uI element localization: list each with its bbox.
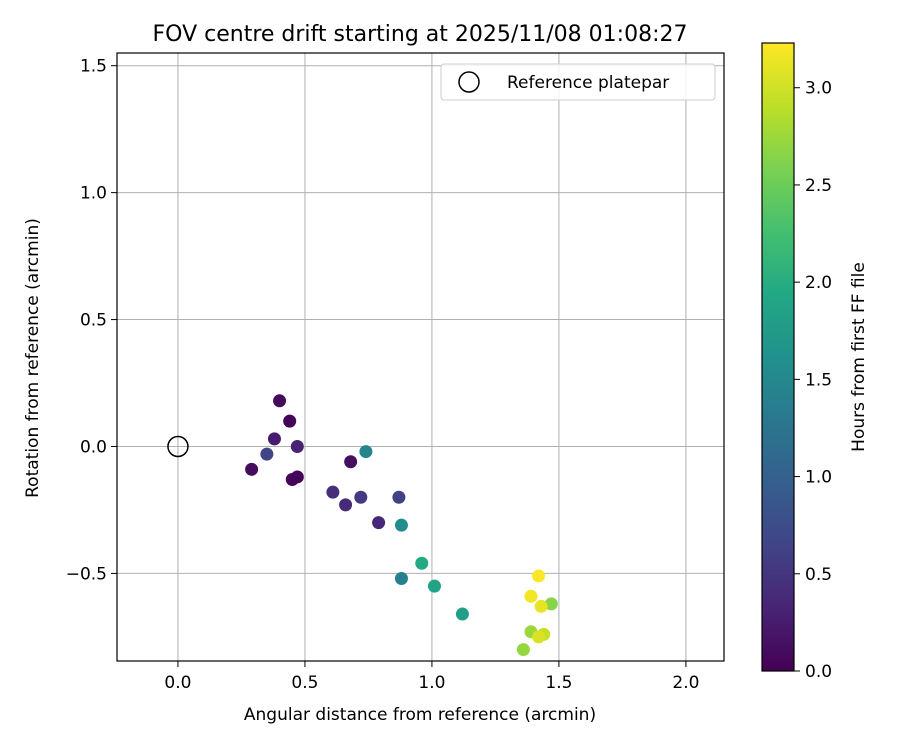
- colorbar-ticks: 0.0 0.5 1.0 1.5 2.0 2.5 3.0: [794, 79, 832, 682]
- legend-marker-icon: [458, 71, 480, 93]
- data-point: [544, 597, 558, 611]
- x-tick-label: 0.0: [164, 673, 191, 693]
- data-point: [532, 630, 546, 644]
- x-tick-label: 1.5: [545, 673, 572, 693]
- y-tick-label: 1.0: [80, 184, 107, 204]
- data-point: [359, 445, 373, 459]
- data-points: [245, 394, 558, 657]
- grid-lines: [117, 53, 724, 661]
- colorbar-tick-label: 2.5: [805, 176, 832, 196]
- data-point: [516, 643, 530, 657]
- x-axis-title: Angular distance from reference (arcmin): [244, 705, 596, 725]
- x-axis-ticks: 0.0 0.5 1.0 1.5 2.0: [164, 661, 699, 693]
- data-point: [455, 607, 469, 621]
- data-point: [245, 462, 259, 476]
- data-point: [415, 556, 429, 570]
- chart-title: FOV centre drift starting at 2025/11/08 …: [153, 22, 688, 47]
- y-tick-label: 0.0: [80, 437, 107, 457]
- data-point: [524, 589, 538, 603]
- colorbar-gradient: [762, 43, 794, 671]
- data-point: [260, 447, 274, 461]
- data-point: [344, 455, 358, 469]
- colorbar-tick-label: 1.0: [805, 468, 832, 488]
- y-axis-title: Rotation from reference (arcmin): [23, 218, 43, 498]
- reference-marker: [167, 435, 189, 458]
- x-tick-label: 2.0: [672, 673, 699, 693]
- y-tick-label: 1.5: [80, 57, 107, 77]
- y-tick-label: 0.5: [80, 311, 107, 331]
- y-tick-label: −0.5: [66, 564, 107, 584]
- x-tick-label: 0.5: [291, 673, 318, 693]
- x-tick-label: 1.0: [418, 673, 445, 693]
- data-point: [273, 394, 287, 408]
- data-point: [532, 569, 546, 583]
- colorbar-tick-label: 0.0: [805, 662, 832, 682]
- legend: Reference platepar: [440, 63, 716, 101]
- data-point: [394, 571, 408, 585]
- data-point: [394, 518, 408, 532]
- data-point: [283, 414, 297, 428]
- data-point: [326, 485, 340, 499]
- colorbar-frame: [761, 42, 795, 672]
- colorbar-tick-label: 0.5: [805, 565, 832, 585]
- data-point: [267, 432, 281, 446]
- y-axis-ticks: −0.5 0.0 0.5 1.0 1.5: [66, 57, 117, 584]
- legend-box: [440, 63, 716, 101]
- colorbar-tick-label: 1.5: [805, 370, 832, 390]
- data-point: [392, 490, 406, 504]
- data-point: [354, 490, 368, 504]
- colorbar-tick-label: 2.0: [805, 273, 832, 293]
- data-point: [534, 599, 548, 613]
- colorbar: 0.0 0.5 1.0 1.5 2.0 2.5 3.0 Hours from first F…: [761, 42, 869, 682]
- legend-label: Reference platepar: [507, 73, 669, 93]
- data-point: [372, 516, 386, 530]
- colorbar-label: Hours from first FF file: [849, 262, 869, 452]
- data-point: [427, 579, 441, 593]
- data-point: [339, 498, 353, 512]
- plot-frame: [116, 52, 725, 662]
- data-point: [290, 439, 304, 453]
- colorbar-tick-label: 3.0: [805, 79, 832, 99]
- data-point: [290, 470, 304, 484]
